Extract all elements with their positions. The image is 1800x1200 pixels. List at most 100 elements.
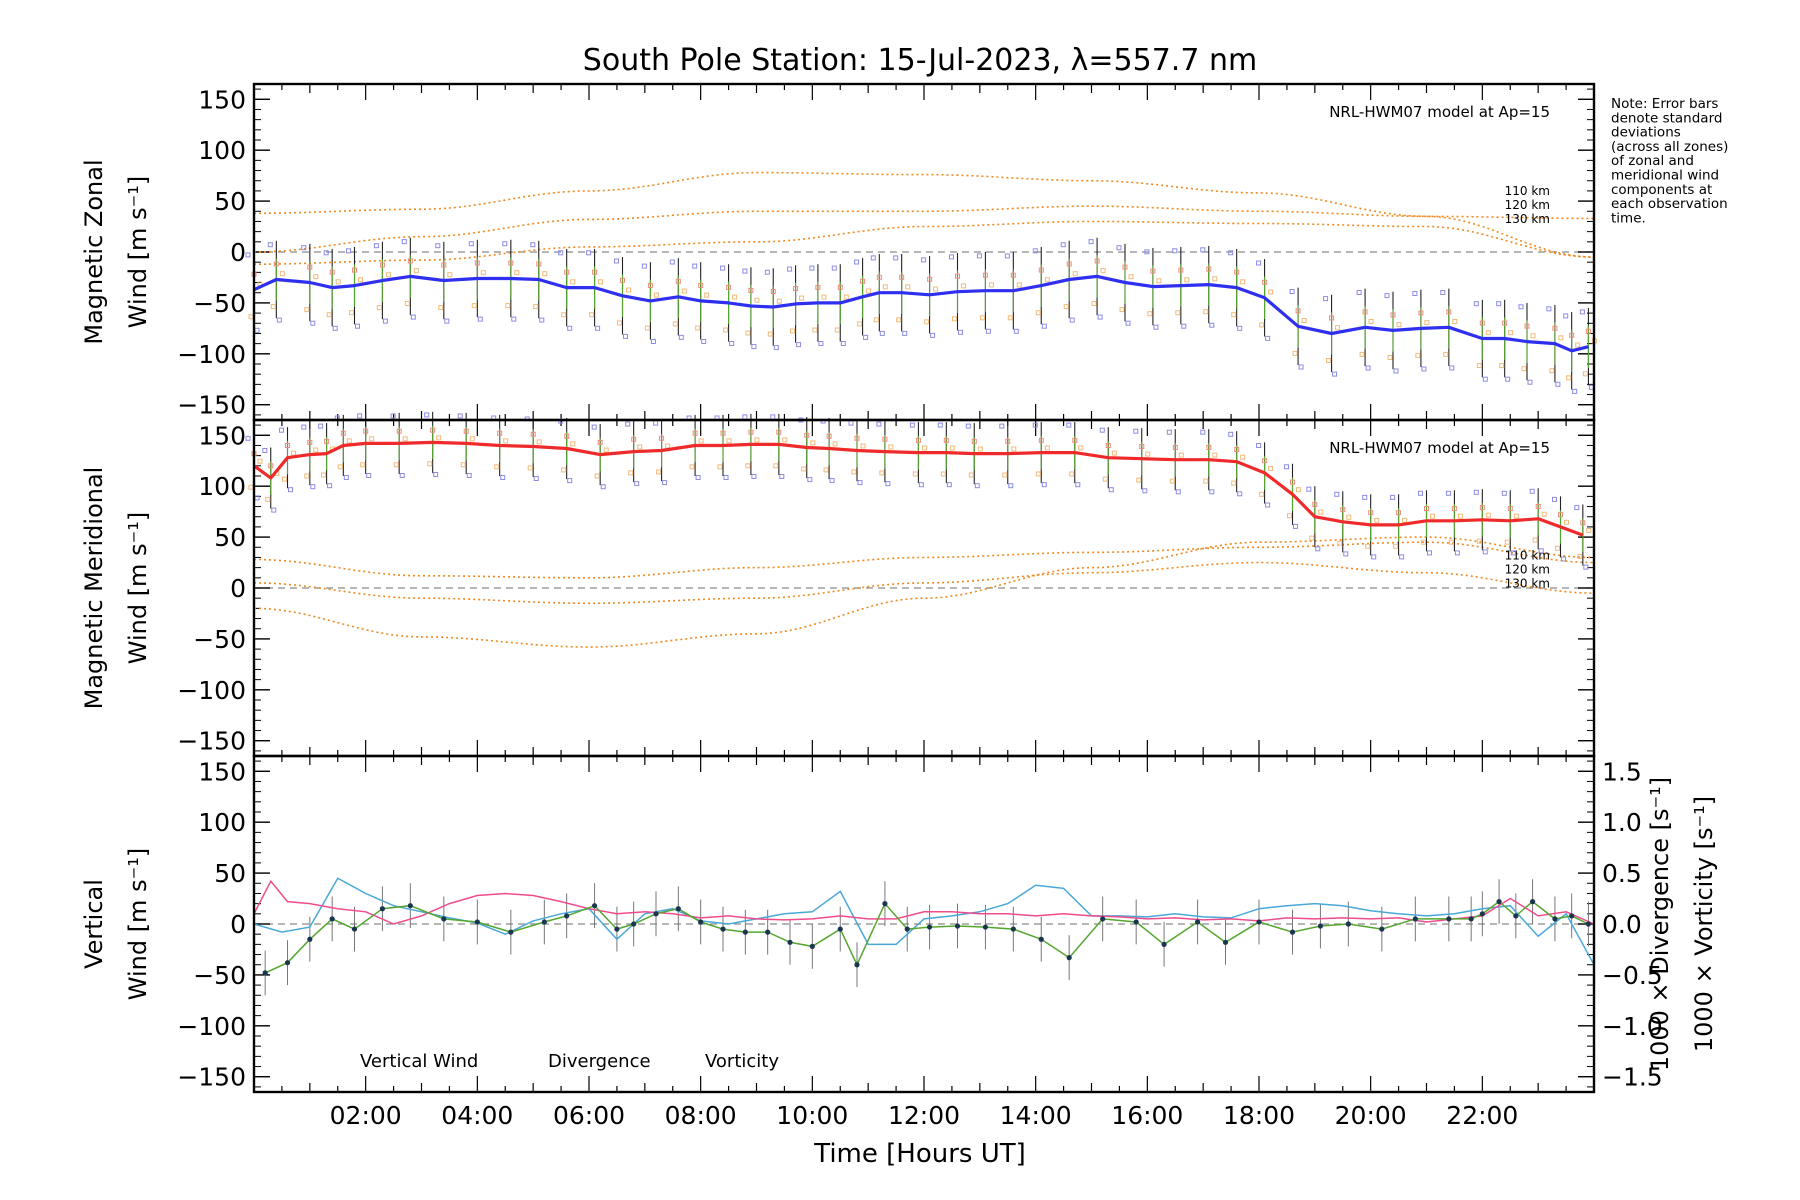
- scatter-point: [530, 242, 536, 248]
- scatter-point: [564, 269, 570, 275]
- scatter-point: [567, 325, 573, 331]
- scatter-point: [570, 279, 576, 285]
- scatter-point: [603, 447, 609, 453]
- y-axis-label-units: Wind [m s⁻¹]: [124, 176, 152, 328]
- vertical-wind-point: [837, 926, 843, 932]
- scatter-point: [1365, 365, 1371, 371]
- scatter-point: [804, 432, 810, 438]
- scatter-point: [659, 435, 665, 441]
- scatter-point: [905, 284, 911, 290]
- scatter-point: [257, 458, 263, 464]
- scatter-point: [349, 310, 354, 316]
- scatter-point: [793, 286, 799, 291]
- scatter-point: [1346, 514, 1352, 520]
- vertical-wind-point: [854, 962, 860, 968]
- scatter-point: [979, 315, 985, 321]
- scatter-point: [672, 321, 678, 327]
- scatter-point: [474, 260, 480, 266]
- vertical-wind-point: [541, 919, 547, 925]
- scatter-point: [1541, 511, 1547, 517]
- scatter-point: [653, 420, 659, 426]
- y-tick-label: 0: [230, 574, 246, 603]
- scatter-point: [854, 259, 860, 265]
- scatter-point: [301, 245, 307, 251]
- scatter-point: [669, 259, 675, 265]
- scatter-point: [433, 472, 439, 477]
- scatter-point: [313, 447, 319, 453]
- scatter-point: [1418, 490, 1423, 496]
- scatter-point: [1585, 328, 1591, 334]
- scatter-point: [1063, 304, 1069, 310]
- vertical-wind-point: [926, 924, 933, 930]
- scatter-point: [329, 269, 335, 275]
- scatter-point: [561, 467, 567, 473]
- scatter-point: [542, 271, 548, 277]
- scatter-point: [1178, 452, 1184, 458]
- scatter-point: [1368, 319, 1374, 324]
- scatter-point: [1102, 476, 1108, 482]
- scatter-point: [1454, 550, 1460, 556]
- scatter-point: [641, 263, 647, 269]
- vertical-wind-point: [1317, 923, 1324, 929]
- scatter-point: [1075, 482, 1081, 488]
- scatter-point: [888, 444, 894, 450]
- scatter-point: [851, 469, 857, 475]
- scatter-point: [1156, 278, 1162, 284]
- scatter-point: [514, 270, 520, 276]
- scatter-point: [1343, 551, 1349, 557]
- scatter-point: [307, 439, 313, 445]
- scatter-point: [1200, 429, 1206, 435]
- y-tick-label: −50: [193, 289, 246, 318]
- vertical-wind-point: [954, 923, 961, 929]
- scatter-point: [262, 448, 268, 453]
- plot-frame: [252, 754, 1596, 1094]
- scatter-point: [279, 427, 284, 433]
- scatter-point: [1538, 548, 1544, 554]
- scatter-point: [893, 255, 899, 261]
- note-line: time.: [1611, 210, 1646, 226]
- plot-frame: [252, 82, 1596, 422]
- scatter-point: [815, 284, 821, 290]
- vertical-wind-point: [653, 911, 659, 917]
- scatter-point: [355, 323, 360, 329]
- scatter-point: [1231, 480, 1237, 486]
- scatter-point: [1172, 445, 1178, 450]
- scatter-point: [1424, 320, 1430, 326]
- scatter-point: [323, 250, 329, 256]
- scatter-point: [1035, 471, 1041, 477]
- scatter-point: [430, 427, 436, 433]
- scatter-point: [1563, 313, 1569, 319]
- scatter-point: [946, 482, 952, 488]
- scatter-point: [1032, 422, 1038, 428]
- scatter-point: [982, 272, 988, 278]
- vertical-wind-point: [1412, 916, 1418, 922]
- x-tick-label: 12:00: [888, 1101, 960, 1130]
- scatter-point: [826, 433, 832, 439]
- zonal-wind-line: [253, 274, 1589, 353]
- scatter-point: [848, 420, 854, 426]
- scatter-point: [1424, 506, 1429, 512]
- scatter-point: [597, 439, 603, 445]
- scatter-point: [1586, 528, 1592, 533]
- scatter-point: [857, 480, 863, 486]
- scatter-point: [444, 318, 450, 324]
- scatter-point: [1094, 258, 1100, 264]
- vertical-wind-point: [508, 929, 514, 935]
- scatter-point: [346, 438, 352, 444]
- scatter-point: [1430, 513, 1435, 519]
- scatter-point: [321, 472, 327, 478]
- vorticity-line: [253, 879, 1595, 925]
- vertical-wind-point: [1256, 919, 1262, 925]
- scatter-point: [1234, 269, 1240, 275]
- scatter-point: [1038, 267, 1044, 273]
- scatter-point: [723, 327, 729, 333]
- scatter-point: [787, 266, 793, 272]
- y-tick-label: 100: [198, 136, 246, 165]
- scatter-point: [1066, 422, 1072, 428]
- scatter-point: [471, 303, 477, 309]
- scatter-point: [340, 430, 346, 436]
- scatter-point: [358, 277, 363, 283]
- scatter-point: [346, 248, 351, 254]
- scatter-point: [1035, 310, 1041, 316]
- scatter-point: [1421, 539, 1426, 545]
